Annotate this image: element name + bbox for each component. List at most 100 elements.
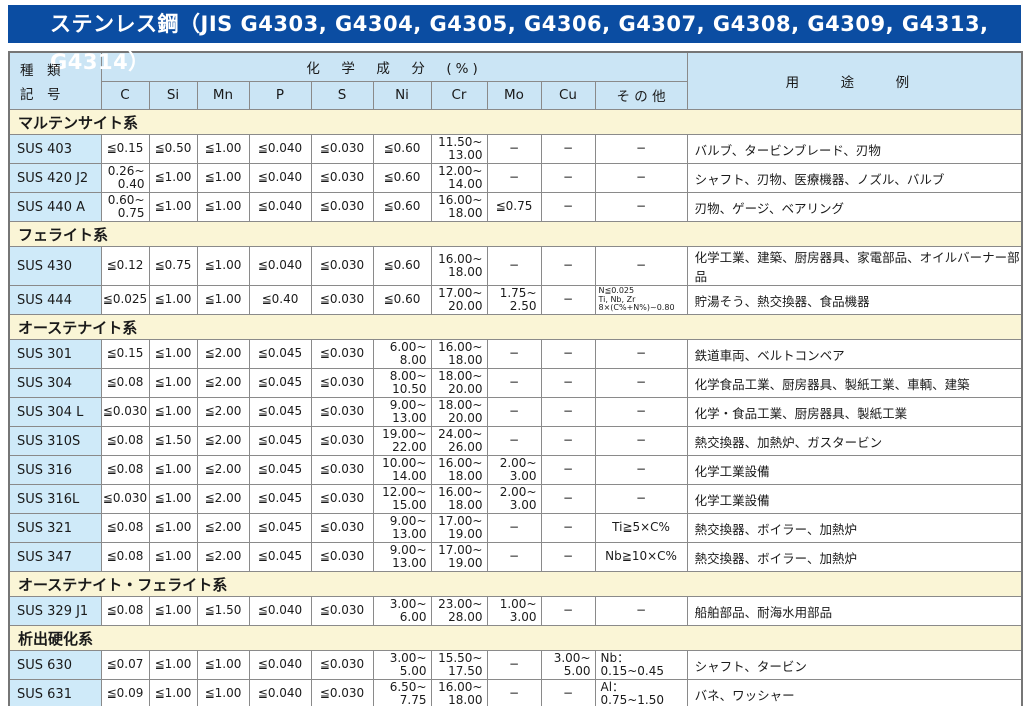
- cell-p: ≦0.045: [248, 513, 312, 543]
- cell-cu: −: [540, 339, 596, 369]
- cell-ni: ≦0.60: [372, 192, 432, 222]
- cell-p: ≦0.045: [248, 397, 312, 427]
- cell-s: ≦0.030: [310, 134, 374, 164]
- cell-other: −: [594, 368, 688, 398]
- table-header: 種 類 記 号 化 学 成 分 (%) 用 途 例 C Si Mn P S Ni: [8, 51, 1023, 110]
- cell-usage: 貯湯そう、熱交換器、食品機器: [686, 285, 1023, 315]
- section-label: オーステナイト・フェライト系: [8, 571, 1023, 597]
- section-row: フェライト系: [8, 221, 1023, 247]
- cell-si: ≦0.75: [148, 246, 198, 286]
- section-label: フェライト系: [8, 221, 1023, 247]
- table-row: SUS 316L ≦0.030 ≦1.00 ≦2.00 ≦0.045 ≦0.030 12.0…: [8, 484, 1023, 514]
- table-row: SUS 316 ≦0.08 ≦1.00 ≦2.00 ≦0.045 ≦0.030 10.00~…: [8, 455, 1023, 485]
- cell-other: −: [594, 397, 688, 427]
- cell-cr: 16.00~ 18.00: [430, 246, 488, 286]
- cell-other: −: [594, 134, 688, 164]
- header-element-mo: Mo: [486, 80, 542, 110]
- cell-cu: −: [540, 285, 596, 315]
- cell-usage: 熱交換器、加熱炉、ガスタービン: [686, 426, 1023, 456]
- cell-si: ≦1.00: [148, 542, 198, 572]
- table-row: SUS 304 L ≦0.030 ≦1.00 ≦2.00 ≦0.045 ≦0.030 9.0…: [8, 397, 1023, 427]
- cell-usage: 化学食品工業、厨房器具、製紙工業、車輌、建築: [686, 368, 1023, 398]
- cell-other: Nb： 0.15~0.45: [594, 650, 688, 680]
- cell-s: ≦0.030: [310, 513, 374, 543]
- cell-cr: 24.00~ 26.00: [430, 426, 488, 456]
- cell-p: ≦0.040: [248, 134, 312, 164]
- cell-cr: 18.00~ 20.00: [430, 397, 488, 427]
- section-row: オーステナイト・フェライト系: [8, 571, 1023, 597]
- cell-si: ≦1.00: [148, 397, 198, 427]
- cell-mo: 2.00~ 3.00: [486, 455, 542, 485]
- cell-usage: 鉄道車両、ベルトコンベア: [686, 339, 1023, 369]
- cell-code: SUS 301: [8, 339, 102, 369]
- cell-cr: 17.00~ 19.00: [430, 513, 488, 543]
- table-row: SUS 630 ≦0.07 ≦1.00 ≦1.00 ≦0.040 ≦0.030 3.00~ …: [8, 650, 1023, 680]
- cell-other: −: [594, 596, 688, 626]
- cell-ni: 12.00~ 15.00: [372, 484, 432, 514]
- cell-ni: 6.00~ 8.00: [372, 339, 432, 369]
- cell-si: ≦1.00: [148, 650, 198, 680]
- cell-mn: ≦2.00: [196, 397, 250, 427]
- cell-mo: −: [486, 513, 542, 543]
- cell-ni: 9.00~ 13.00: [372, 513, 432, 543]
- cell-c: ≦0.08: [100, 455, 150, 485]
- cell-code: SUS 403: [8, 134, 102, 164]
- header-element-s: S: [310, 80, 374, 110]
- header-chemical-composition: 化 学 成 分 (%): [100, 51, 688, 82]
- cell-si: ≦1.00: [148, 339, 198, 369]
- cell-mo: ≦0.75: [486, 192, 542, 222]
- cell-usage: シャフト、刃物、医療機器、ノズル、バルブ: [686, 163, 1023, 193]
- cell-s: ≦0.030: [310, 542, 374, 572]
- cell-ni: 9.00~ 13.00: [372, 397, 432, 427]
- cell-cr: 18.00~ 20.00: [430, 368, 488, 398]
- cell-c: 0.26~ 0.40: [100, 163, 150, 193]
- cell-other: −: [594, 484, 688, 514]
- cell-s: ≦0.030: [310, 339, 374, 369]
- cell-mn: ≦2.00: [196, 513, 250, 543]
- cell-mo: −: [486, 679, 542, 706]
- cell-code: SUS 316: [8, 455, 102, 485]
- table-row: SUS 420 J2 0.26~ 0.40 ≦1.00 ≦1.00 ≦0.040 ≦0.0…: [8, 163, 1023, 193]
- cell-code: SUS 321: [8, 513, 102, 543]
- cell-code: SUS 304 L: [8, 397, 102, 427]
- cell-mo: −: [486, 163, 542, 193]
- cell-mo: −: [486, 397, 542, 427]
- table-row: SUS 301 ≦0.15 ≦1.00 ≦2.00 ≦0.045 ≦0.030 6.00~ …: [8, 339, 1023, 369]
- header-element-si: Si: [148, 80, 198, 110]
- cell-p: ≦0.040: [248, 192, 312, 222]
- cell-cr: 17.00~ 19.00: [430, 542, 488, 572]
- cell-cu: −: [540, 368, 596, 398]
- header-usage-examples: 用 途 例: [686, 51, 1023, 110]
- cell-cu: −: [540, 455, 596, 485]
- cell-usage: 熱交換器、ボイラー、加熱炉: [686, 542, 1023, 572]
- table-body: マルテンサイト系 SUS 403 ≦0.15 ≦0.50 ≦1.00 ≦0.040 ≦0.0…: [8, 109, 1023, 706]
- cell-cu: −: [540, 397, 596, 427]
- cell-s: ≦0.030: [310, 484, 374, 514]
- cell-c: ≦0.08: [100, 426, 150, 456]
- cell-s: ≦0.030: [310, 426, 374, 456]
- cell-cu: −: [540, 163, 596, 193]
- cell-code: SUS 440 A: [8, 192, 102, 222]
- cell-ni: 10.00~ 14.00: [372, 455, 432, 485]
- cell-p: ≦0.040: [248, 246, 312, 286]
- cell-cu: −: [540, 192, 596, 222]
- header-element-other: そ の 他: [594, 80, 688, 110]
- header-element-ni: Ni: [372, 80, 432, 110]
- cell-s: ≦0.030: [310, 650, 374, 680]
- cell-mn: ≦2.00: [196, 542, 250, 572]
- cell-ni: ≦0.60: [372, 246, 432, 286]
- header-type-label: 種 類: [20, 63, 61, 79]
- cell-cr: 16.00~ 18.00: [430, 679, 488, 706]
- cell-c: 0.60~ 0.75: [100, 192, 150, 222]
- cell-mn: ≦1.00: [196, 192, 250, 222]
- cell-mn: ≦2.00: [196, 368, 250, 398]
- cell-code: SUS 420 J2: [8, 163, 102, 193]
- cell-s: ≦0.030: [310, 397, 374, 427]
- cell-si: ≦1.00: [148, 192, 198, 222]
- cell-mn: ≦2.00: [196, 426, 250, 456]
- cell-ni: 3.00~ 6.00: [372, 596, 432, 626]
- cell-p: ≦0.045: [248, 426, 312, 456]
- cell-cr: 16.00~ 18.00: [430, 339, 488, 369]
- cell-si: ≦1.00: [148, 484, 198, 514]
